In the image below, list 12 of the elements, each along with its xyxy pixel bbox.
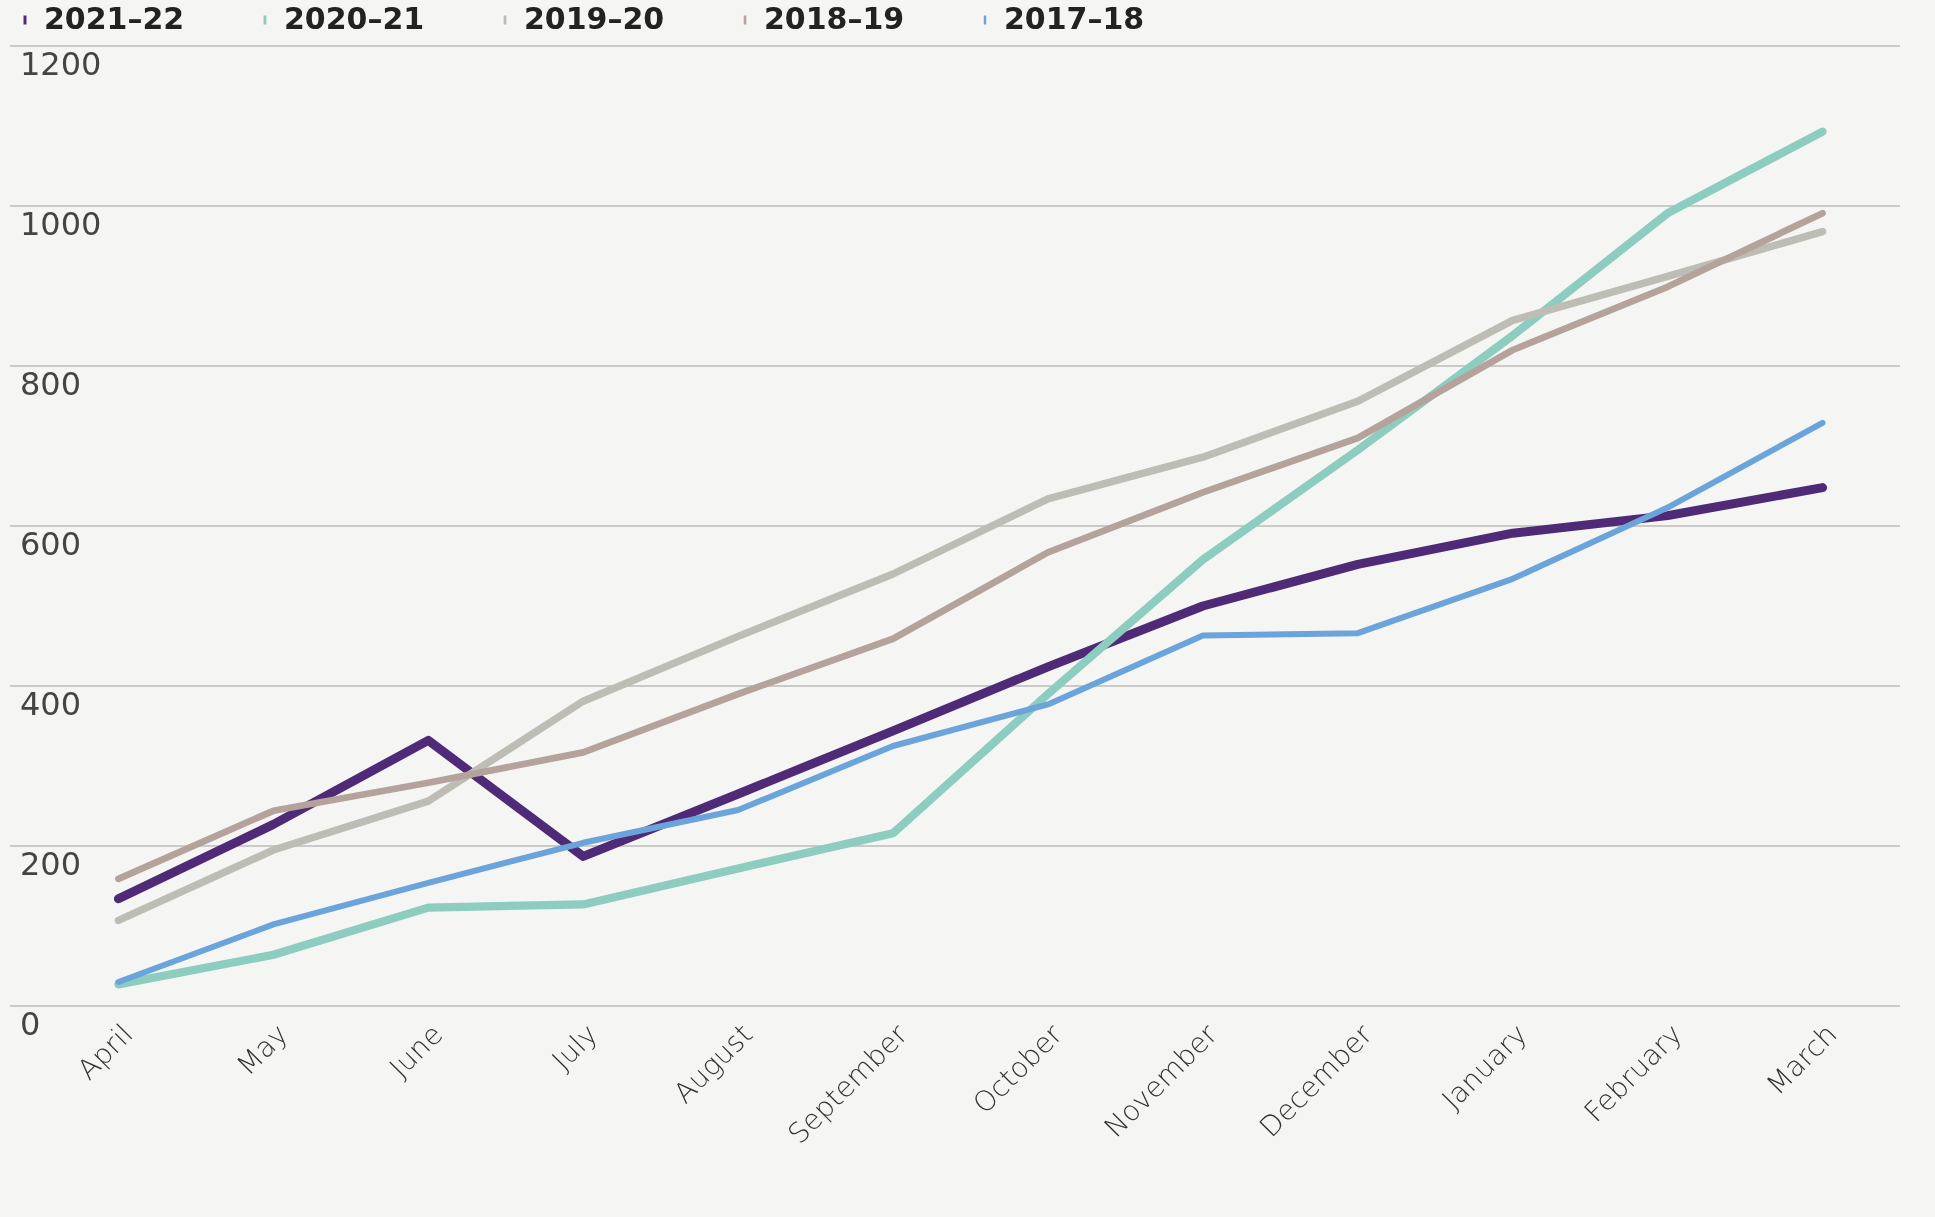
y-tick-label: 1000 [20, 205, 102, 243]
legend-label: 2020–21 [284, 1, 425, 36]
y-tick-label: 600 [20, 525, 82, 563]
y-tick-label: 400 [20, 685, 82, 723]
y-tick-label: 800 [20, 365, 82, 403]
legend-label: 2019–20 [524, 1, 665, 36]
legend-label: 2018–19 [764, 1, 905, 36]
y-tick-label: 0 [20, 1005, 41, 1043]
legend-label: 2017–18 [1004, 1, 1145, 36]
y-tick-label: 200 [20, 845, 82, 883]
legend-label: 2021–22 [44, 1, 185, 36]
y-tick-label: 1200 [20, 45, 102, 83]
